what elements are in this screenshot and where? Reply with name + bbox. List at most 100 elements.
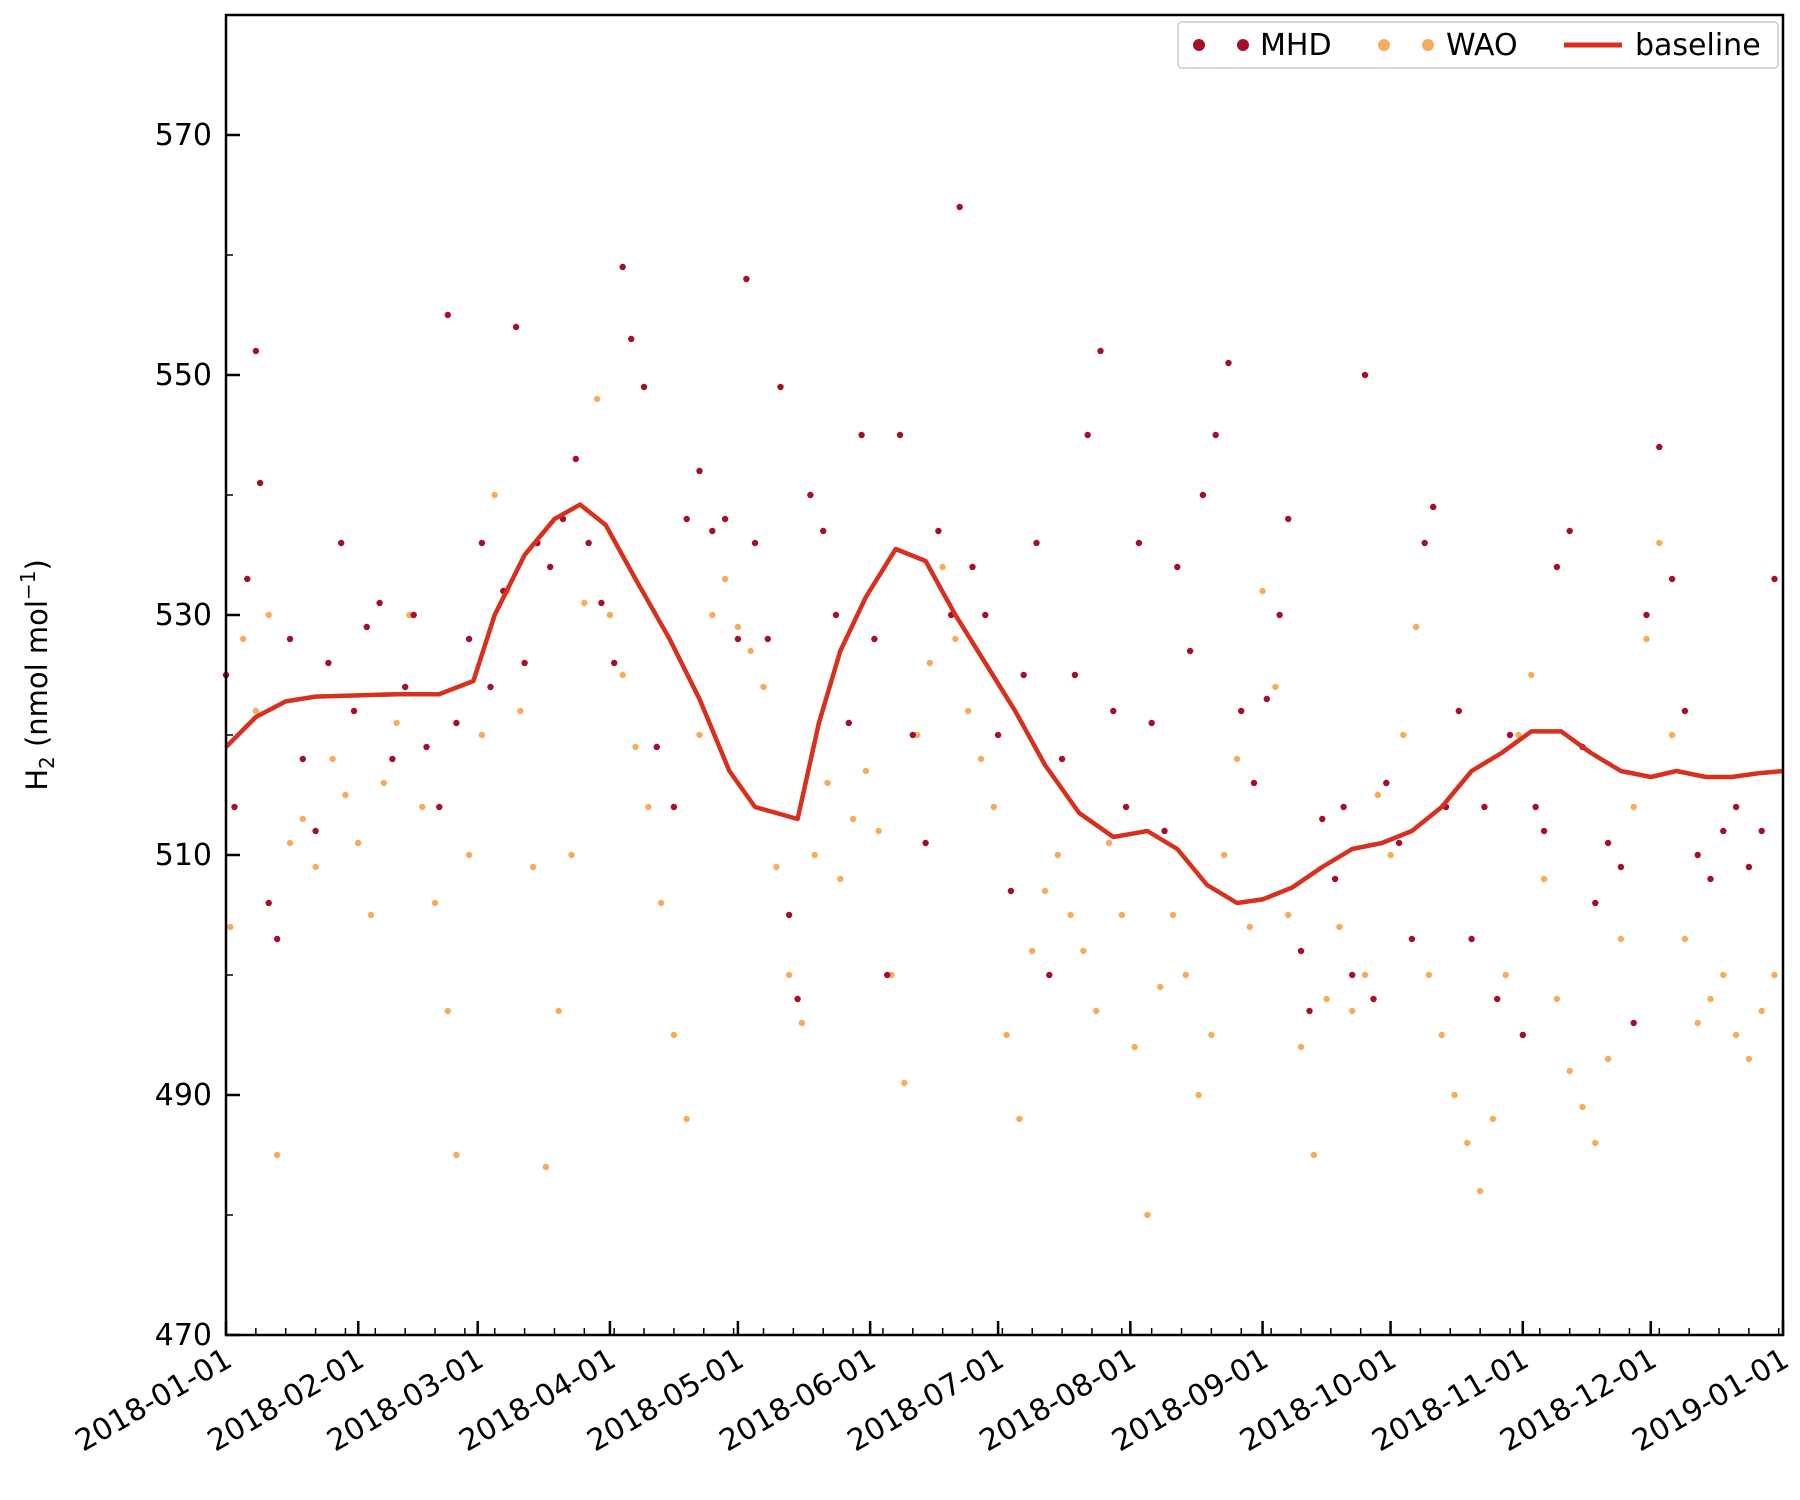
mhd-point [1135, 539, 1143, 547]
mhd-point [512, 323, 520, 331]
wao-point [1438, 1031, 1445, 1039]
mhd-point [598, 599, 605, 607]
mhd-point [935, 527, 942, 535]
wao-point [355, 839, 362, 847]
mhd-point [338, 539, 345, 547]
wao-point [555, 1007, 562, 1015]
wao-point [1272, 683, 1279, 691]
wao-point [1144, 1211, 1151, 1219]
wao-point [239, 635, 247, 643]
mhd-point [884, 971, 891, 979]
wao-point [517, 707, 524, 715]
mhd-point [1681, 707, 1689, 715]
wao-point [734, 623, 742, 631]
wao-point [393, 719, 400, 727]
wao-point [1157, 983, 1164, 991]
mhd-point [363, 623, 370, 631]
legend-mhd-marker-2 [1237, 39, 1249, 51]
mhd-point [1553, 563, 1561, 571]
y-label-close: ) [20, 559, 54, 570]
y-tick-label: 510 [155, 838, 212, 873]
mhd-point [1238, 707, 1245, 715]
mhd-point [1519, 1031, 1527, 1039]
mhd-point [1148, 719, 1155, 727]
mhd-point [794, 995, 801, 1003]
wao-point [1643, 635, 1650, 643]
wao-point [1221, 851, 1228, 859]
y-axis-label: H2 (nmol mol−1) [16, 559, 59, 791]
wao-point [380, 779, 387, 787]
mhd-point [653, 743, 660, 751]
wao-point [1758, 1007, 1765, 1015]
wao-point [1297, 1043, 1305, 1051]
mhd-point [1370, 995, 1377, 1003]
mhd-point [572, 455, 579, 463]
mhd-point [376, 599, 383, 607]
mhd-point [832, 611, 840, 619]
wao-point [478, 731, 486, 739]
mhd-point [1395, 839, 1403, 847]
mhd-point [994, 731, 1002, 739]
wao-point [329, 755, 336, 763]
y-tick-label: 470 [155, 1318, 212, 1353]
wao-point [1732, 1031, 1740, 1039]
mhd-point [265, 899, 272, 907]
wao-point [227, 923, 234, 931]
mhd-point [444, 311, 451, 319]
mhd-point [1084, 431, 1091, 439]
wao-point [1169, 911, 1177, 919]
wao-point [312, 863, 319, 871]
mhd-point [1592, 899, 1599, 907]
mhd-point [982, 611, 989, 619]
wao-point [632, 743, 639, 751]
wao-point [1515, 731, 1522, 739]
wao-point [1080, 947, 1087, 955]
mhd-point [1306, 1007, 1313, 1015]
wao-point [1540, 875, 1548, 883]
wao-point [274, 1151, 281, 1159]
wao-point [696, 731, 703, 739]
mhd-point [1340, 803, 1347, 811]
wao-point [453, 1151, 460, 1159]
wao-point [965, 707, 972, 715]
wao-point [1041, 887, 1049, 895]
y-axis: 470 490 510 530 550 570 [155, 118, 240, 1353]
mhd-point [721, 515, 729, 523]
y-tick-label: 570 [155, 118, 212, 153]
mhd-point [585, 539, 592, 547]
wao-point [1016, 1115, 1023, 1123]
mhd-point [896, 431, 904, 439]
y-tick-label: 550 [155, 358, 212, 393]
mhd-point [1707, 875, 1714, 883]
mhd-point [1408, 935, 1416, 943]
wao-point [342, 791, 349, 799]
wao-point [773, 863, 780, 871]
legend-wao-marker-2 [1422, 39, 1434, 51]
wao-point [431, 899, 439, 907]
mhd-point [820, 527, 827, 535]
y-label-sub: 2 [35, 756, 59, 769]
mhd-point [1276, 611, 1283, 619]
mhd-point [1630, 1019, 1637, 1027]
mhd-point [640, 383, 648, 391]
wao-point [1182, 971, 1190, 979]
legend: MHD WAO baseline [1177, 21, 1779, 69]
plot-area [224, 13, 1785, 1337]
mhd-point [751, 539, 759, 547]
baseline-line [224, 502, 1784, 906]
mhd-point [619, 263, 626, 271]
mhd-point [1007, 887, 1015, 895]
wao-point [990, 803, 997, 811]
mhd-point [845, 719, 852, 727]
wao-point [542, 1163, 550, 1171]
mhd-point [1383, 779, 1390, 787]
mhd-point [871, 635, 878, 643]
mhd-point [858, 431, 865, 439]
wao-point [1464, 1139, 1471, 1147]
mhd-point [1617, 863, 1625, 871]
wao-point [1349, 1007, 1356, 1015]
mhd-point [478, 539, 486, 547]
mhd-point [423, 743, 430, 751]
mhd-point [487, 683, 494, 691]
wao-point [1029, 947, 1036, 955]
